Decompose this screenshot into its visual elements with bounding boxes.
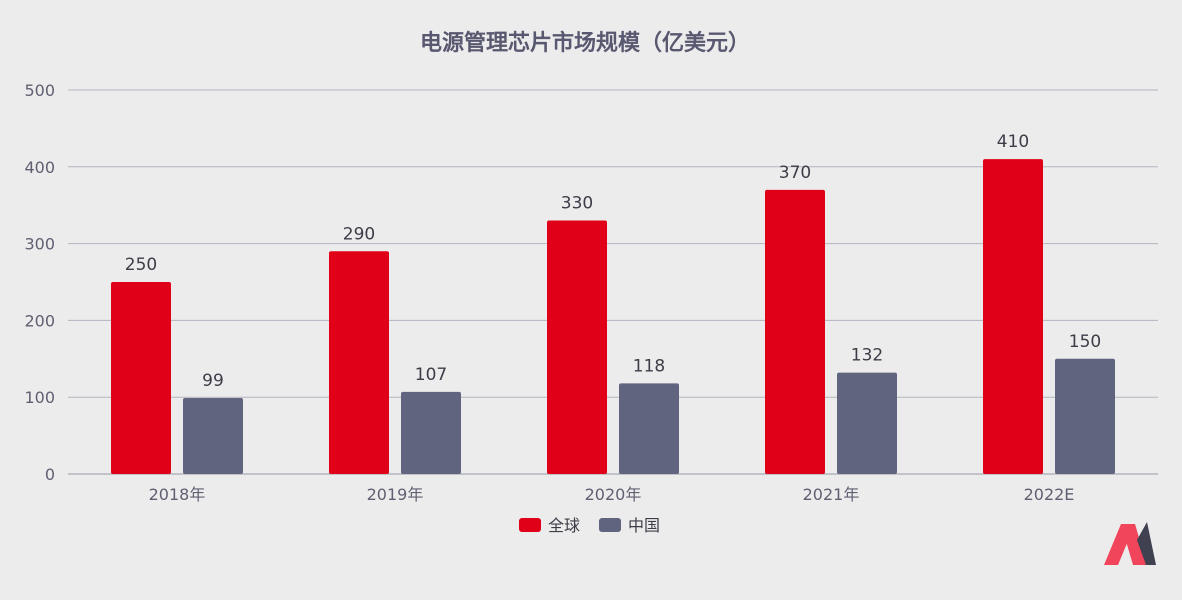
data-label: 290 [343, 224, 375, 244]
x-category-label: 2021年 [803, 485, 860, 504]
data-label: 132 [851, 346, 883, 366]
data-label: 250 [125, 255, 157, 275]
bar-全球-2020年[interactable] [547, 220, 607, 474]
x-category-label: 2022E [1024, 485, 1075, 504]
data-label: 370 [779, 163, 811, 183]
bar-中国-2018年[interactable] [183, 397, 243, 474]
bar-全球-2019年[interactable] [329, 251, 389, 474]
data-label: 99 [202, 371, 224, 391]
legend-swatch-全球[interactable] [519, 518, 541, 532]
data-label: 150 [1069, 332, 1101, 352]
bar-中国-2021年[interactable] [837, 372, 897, 474]
y-tick-label: 100 [24, 388, 55, 407]
legend-label-中国[interactable]: 中国 [628, 516, 660, 535]
bar-全球-2021年[interactable] [765, 189, 825, 474]
y-axis-ticks: 0 100 200 300 400 500 [24, 81, 55, 484]
y-tick-label: 0 [45, 465, 55, 484]
logo-middle-stroke [1121, 524, 1147, 565]
data-labels: 250 99 290 107 330 118 370 132 410 150 [125, 132, 1101, 391]
data-label: 107 [415, 365, 447, 385]
x-category-label: 2020年 [585, 485, 642, 504]
x-category-label: 2019年 [367, 485, 424, 504]
bar-中国-2019年[interactable] [401, 391, 461, 474]
m-logo [1104, 522, 1156, 565]
legend-swatch-中国[interactable] [599, 518, 621, 532]
bars [111, 159, 1115, 474]
x-category-label: 2018年 [149, 485, 206, 504]
bar-全球-2018年[interactable] [111, 282, 171, 474]
data-label: 330 [561, 194, 593, 214]
data-label: 118 [633, 356, 665, 376]
legend[interactable]: 全球 中国 [519, 516, 660, 535]
chart-title: 电源管理芯片市场规模（亿美元） [420, 30, 750, 56]
bar-中国-2020年[interactable] [619, 383, 679, 474]
bar-全球-2022E[interactable] [983, 159, 1043, 474]
y-tick-label: 300 [24, 235, 55, 254]
data-label: 410 [997, 132, 1029, 152]
y-tick-label: 500 [24, 81, 55, 100]
y-tick-label: 200 [24, 311, 55, 330]
y-tick-label: 400 [24, 158, 55, 177]
bar-中国-2022E[interactable] [1055, 358, 1115, 474]
x-axis-categories: 2018年 2019年 2020年 2021年 2022E [149, 485, 1075, 504]
legend-label-全球[interactable]: 全球 [548, 516, 580, 535]
grid-lines [68, 89, 1158, 475]
logo-right-stroke [1137, 522, 1156, 565]
